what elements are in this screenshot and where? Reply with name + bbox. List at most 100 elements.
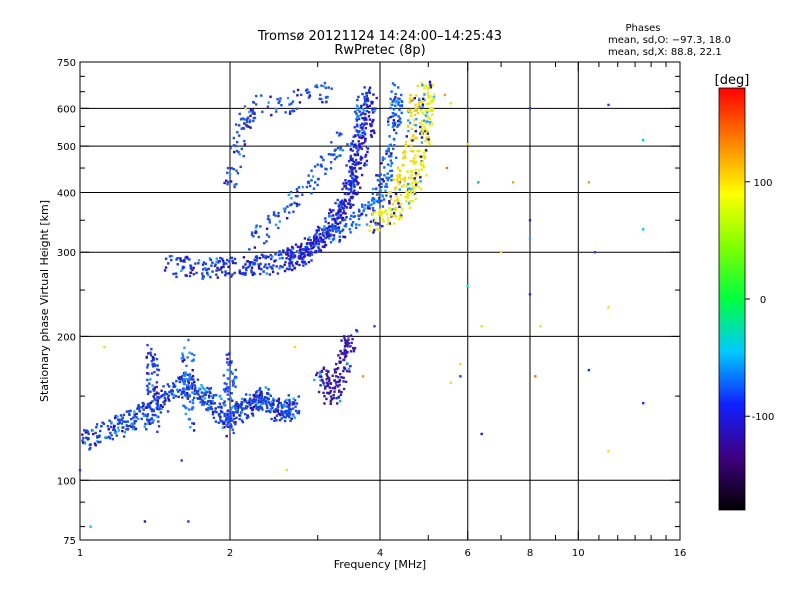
- x-tick-label: 6: [465, 548, 471, 559]
- echo-point: [281, 265, 284, 269]
- echo-point: [149, 407, 152, 410]
- echo-point: [398, 176, 401, 179]
- echo-point: [362, 129, 365, 132]
- echo-point: [262, 398, 266, 401]
- echo-point: [343, 192, 347, 196]
- echo-point: [390, 169, 394, 173]
- y-tick-label: 200: [57, 332, 76, 343]
- echo-point: [403, 154, 406, 157]
- echo-point: [143, 414, 146, 418]
- echo-point: [409, 93, 412, 97]
- echo-point: [258, 256, 262, 260]
- echo-point: [393, 112, 397, 116]
- echo-point: [277, 397, 281, 401]
- echo-point: [343, 185, 346, 188]
- echo-point: [417, 185, 420, 189]
- echo-point: [363, 162, 367, 165]
- echo-point: [248, 398, 251, 402]
- echo-point: [386, 178, 390, 182]
- echo-point: [183, 392, 187, 395]
- echo-point: [347, 192, 351, 195]
- echo-point: [389, 97, 392, 101]
- echo-point: [261, 408, 264, 411]
- echo-point: [267, 255, 270, 259]
- echo-point: [397, 218, 401, 221]
- echo-point: [205, 268, 208, 272]
- echo-point: [392, 119, 396, 122]
- echo-point: [363, 118, 366, 121]
- echo-point: [289, 190, 293, 194]
- echo-point: [232, 136, 236, 140]
- echo-point: [391, 112, 395, 115]
- echo-point: [82, 436, 85, 440]
- echo-point: [239, 406, 243, 409]
- echo-point: [347, 335, 350, 338]
- echo-point: [319, 93, 322, 97]
- echo-point: [226, 422, 230, 425]
- echo-point: [397, 97, 400, 100]
- echo-point: [258, 394, 261, 397]
- echo-point: [353, 126, 356, 129]
- echo-point: [309, 239, 312, 242]
- echo-point: [346, 341, 349, 344]
- echo-point: [247, 402, 251, 405]
- echo-point: [237, 150, 240, 154]
- echo-point: [190, 376, 193, 379]
- echo-point: [413, 113, 417, 117]
- echo-point: [263, 396, 267, 399]
- echo-point: [371, 107, 375, 110]
- echo-point: [421, 111, 424, 115]
- echo-point: [351, 162, 354, 166]
- echo-point: [232, 431, 235, 435]
- echo-point: [317, 390, 321, 394]
- echo-point: [405, 135, 408, 138]
- echo-point: [186, 386, 189, 389]
- echo-point: [234, 385, 237, 388]
- echo-point: [250, 261, 254, 264]
- echo-point: [323, 240, 326, 244]
- echo-point: [249, 114, 252, 118]
- echo-point: [252, 394, 255, 397]
- echo-point: [289, 419, 292, 422]
- echo-point: [281, 414, 285, 417]
- echo-point: [346, 344, 349, 348]
- echo-point: [191, 369, 194, 372]
- echo-point: [316, 85, 319, 89]
- echo-point: [174, 272, 178, 275]
- echo-point: [187, 388, 191, 391]
- echo-point: [211, 261, 214, 264]
- echo-point: [290, 102, 293, 105]
- echo-point: [238, 404, 242, 407]
- echo-point: [191, 387, 194, 390]
- echo-point: [358, 136, 361, 139]
- echo-point: [291, 109, 294, 112]
- echo-point: [264, 263, 267, 266]
- echo-point: [377, 198, 381, 202]
- echo-point: [349, 345, 352, 348]
- echo-point: [236, 403, 239, 406]
- echo-point: [258, 267, 261, 270]
- echo-point: [412, 138, 416, 141]
- echo-point: [154, 398, 157, 402]
- echo-point: [402, 156, 405, 160]
- echo-point: [315, 373, 318, 377]
- echo-point: [404, 151, 407, 154]
- echo-point: [150, 347, 153, 351]
- echo-point: [122, 426, 125, 429]
- echo-point: [343, 348, 347, 352]
- echo-point: [342, 202, 345, 206]
- echo-point: [224, 272, 228, 275]
- echo-point: [323, 402, 326, 405]
- echo-point: [424, 119, 427, 123]
- echo-point: [418, 97, 421, 101]
- echo-point: [389, 143, 392, 146]
- echo-point: [179, 259, 182, 262]
- echo-point: [326, 384, 330, 388]
- echo-point: [270, 257, 273, 261]
- echo-point: [292, 256, 295, 259]
- echo-point: [337, 202, 340, 206]
- echo-point: [227, 272, 230, 275]
- echo-point: [360, 203, 364, 206]
- echo-point: [389, 115, 392, 119]
- echo-point: [223, 181, 226, 185]
